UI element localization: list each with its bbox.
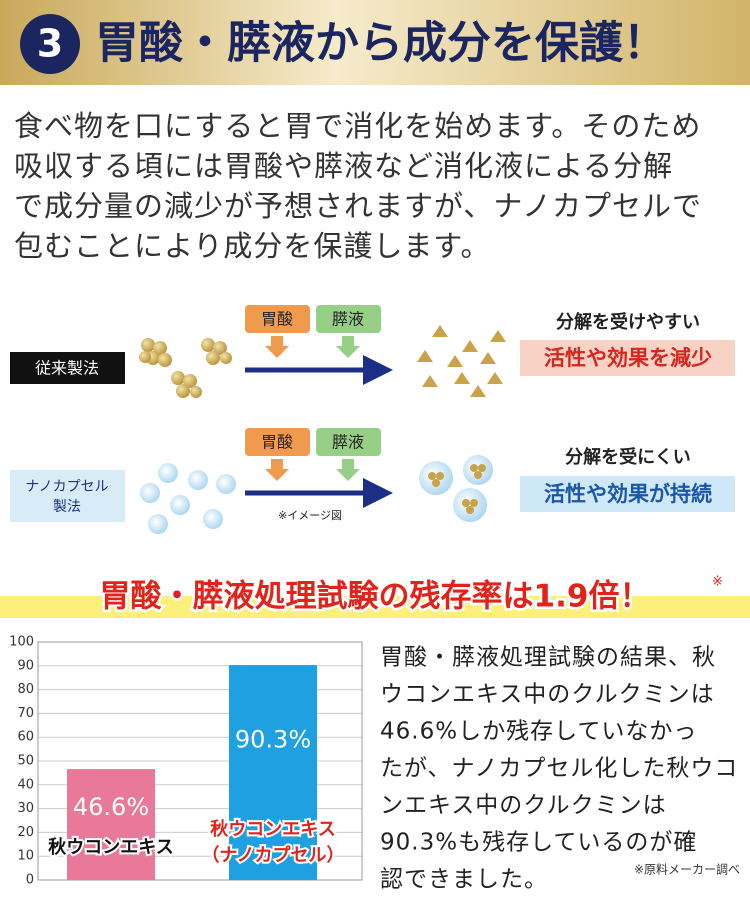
result-box — [520, 340, 735, 376]
result-box — [520, 476, 735, 512]
result-line: 胃酸・膵液処理試験の結果、秋 — [380, 645, 716, 671]
plot-frame — [37, 641, 363, 881]
diagram-note: 分解を受にくい — [565, 446, 691, 468]
result-line: ウコンエキス中のクルクミンは — [380, 682, 715, 708]
down-arrow — [265, 336, 289, 358]
method-label: 製法 — [53, 499, 81, 515]
acid-label: 胃酸 — [261, 433, 293, 452]
result-line: 90.3%も残存しているのが確 — [380, 830, 697, 856]
x-tick-label: 秋ウコンエキス — [48, 836, 173, 858]
diagram-caption: ※イメージ図 — [278, 509, 342, 522]
method-label-box — [10, 352, 125, 384]
y-tick-label: 70 — [17, 706, 34, 721]
down-arrow — [336, 459, 360, 481]
diagram-note: 分解を受けやすい — [556, 311, 700, 333]
x-tick-label: （ナノカプセル） — [201, 844, 344, 866]
method-label: ナノカプセル — [25, 479, 108, 495]
y-tick-label: 40 — [17, 777, 34, 792]
value-label: 46.6% — [73, 793, 149, 821]
result-line: 46.6%しか残存していなかっ — [380, 719, 697, 745]
header-number: 3 — [37, 22, 63, 66]
diagram-result: 活性や効果が持続 — [544, 482, 712, 506]
result-line: たが、ナノカプセル化した秋ウコ — [380, 756, 738, 782]
headline-mark: ※ — [712, 575, 723, 590]
x-tick-label: 秋ウコンエキス — [210, 818, 335, 840]
diagram-result: 活性や効果を減少 — [544, 346, 712, 370]
down-arrow — [265, 459, 289, 481]
result-line: 認できました。 — [380, 867, 548, 893]
method-label: 従来製法 — [35, 359, 99, 378]
fragments — [417, 325, 506, 397]
particles — [139, 338, 232, 398]
pancreatic-label: 膵液 — [332, 433, 364, 452]
acid-label: 胃酸 — [261, 310, 293, 329]
acid-box — [245, 305, 310, 333]
y-tick-label: 20 — [17, 825, 34, 840]
y-tick-label: 30 — [17, 801, 34, 816]
bar — [229, 665, 317, 880]
method-label-box — [10, 470, 125, 522]
header-title: 胃酸・膵液から成分を保護！ — [95, 18, 667, 69]
intro-line: 吸収する頃には胃酸や膵液など消化液による分解 — [14, 149, 673, 183]
y-tick-label: 0 — [26, 873, 34, 888]
number-badge — [20, 14, 80, 74]
intro-line: で成分量の減少が予想されますが、ナノカプセルで — [14, 189, 702, 223]
capsules — [140, 455, 493, 534]
value-label: 90.3% — [235, 725, 311, 753]
bar — [67, 769, 155, 880]
bar-chart: 0 10 20 30 40 50 60 70 80 90 100 46.6% 秋ウコンエキス 90.3% 秋… — [9, 635, 363, 888]
y-tick-label: 50 — [17, 754, 34, 769]
y-tick-label: 10 — [17, 849, 34, 864]
y-tick-label: 60 — [17, 730, 34, 745]
pancreatic-label: 膵液 — [332, 310, 364, 329]
intro-line: 食べ物を口にすると胃で消化を始めます。そのため — [14, 109, 701, 143]
pancreatic-box — [316, 305, 381, 333]
source-note: ※原料メーカー調べ — [634, 863, 740, 877]
highlight-band — [0, 596, 750, 618]
acid-box — [245, 428, 310, 456]
headline: 胃酸・膵液処理試験の残存率は1.9倍！ — [100, 579, 651, 615]
down-arrow — [336, 336, 360, 358]
pancreatic-box — [316, 428, 381, 456]
intro-line: 包むことにより成分を保護します。 — [14, 229, 491, 263]
y-tick-label: 90 — [17, 658, 34, 673]
y-tick-label: 100 — [9, 635, 34, 650]
header-band — [0, 0, 750, 85]
result-line: ンエキス中のクルクミンは — [380, 793, 667, 819]
y-tick-label: 80 — [17, 682, 34, 697]
